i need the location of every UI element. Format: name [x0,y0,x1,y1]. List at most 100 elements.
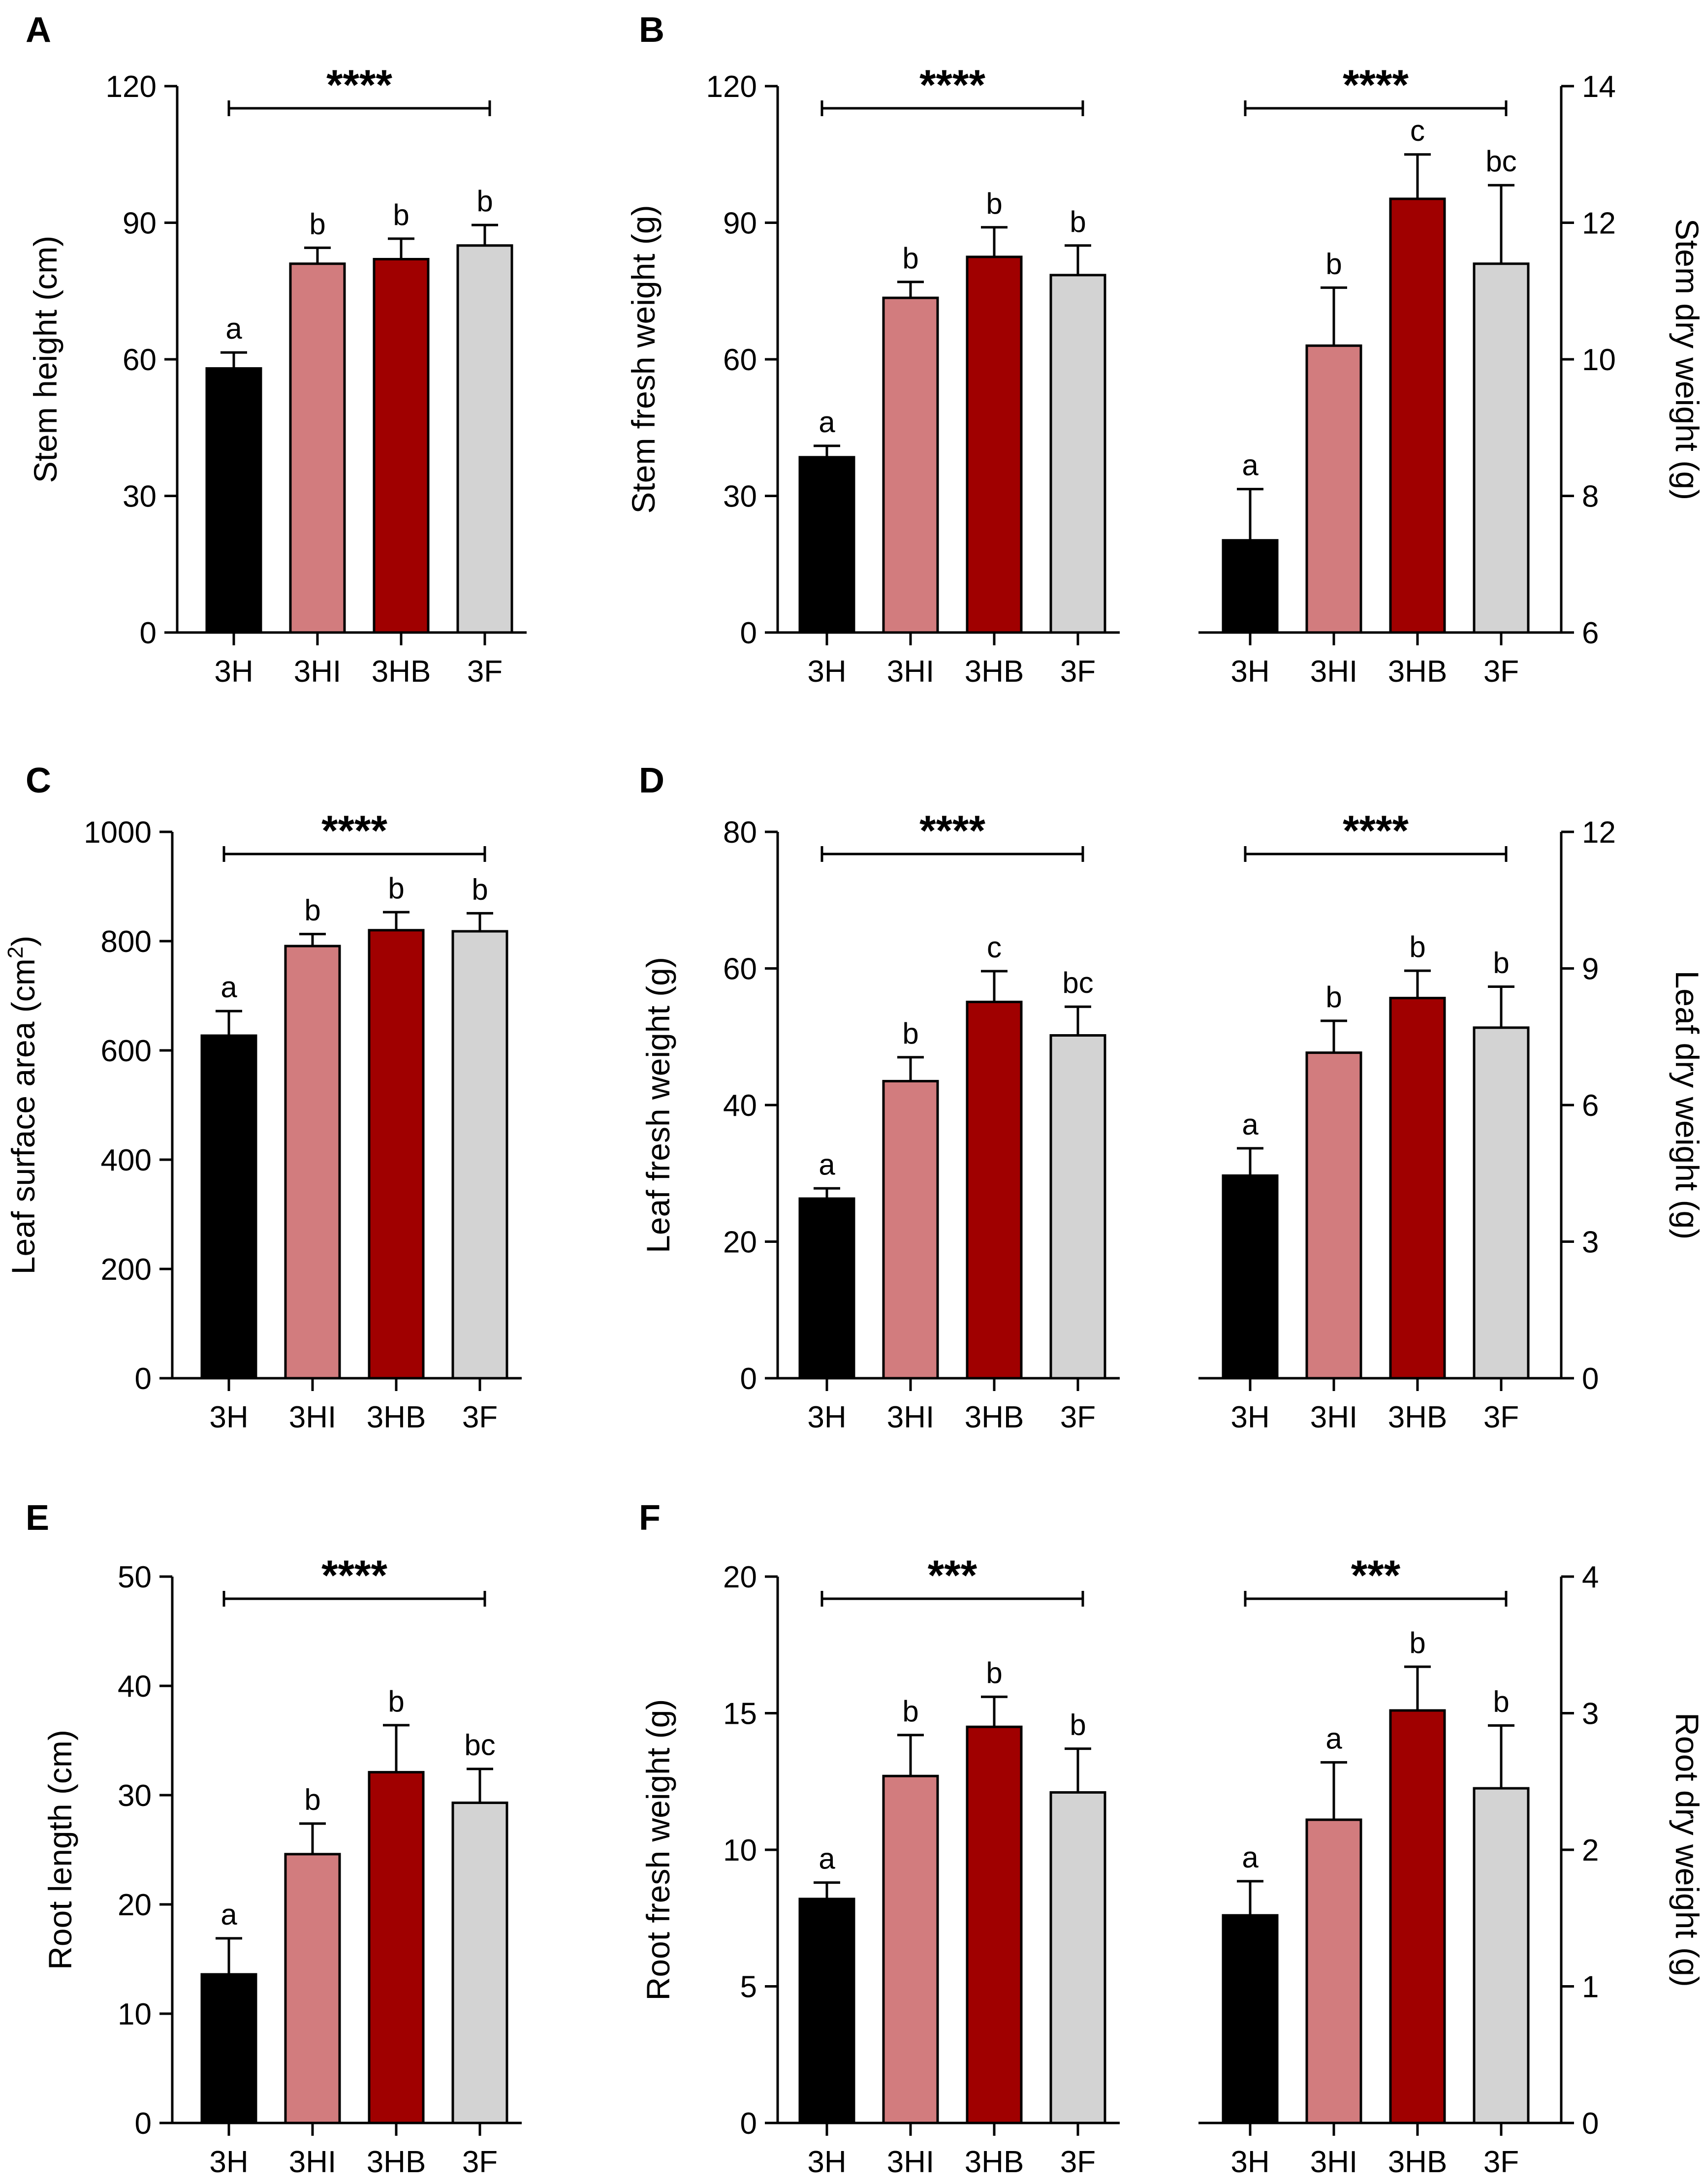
panel-letter: A [26,10,51,50]
x-tick-label-3H: 3H [807,655,846,689]
panel-B-dry: 6 8 10 12 14 Stem dry weight (g) a 3H b 3HI c 3HB bc… [1198,62,1701,689]
y-tick-label: 0 [740,1362,757,1396]
x-tick-label-3HB: 3HB [965,2145,1024,2179]
x-tick-label-3F: 3F [1483,655,1519,689]
y-tick-label: 20 [118,1888,152,1922]
x-tick-label-3HI: 3HI [1310,2145,1357,2179]
y-tick-label: 90 [123,207,157,241]
y-axis-title: Leaf fresh weight (g) [640,957,676,1253]
panel-D-fresh: 0 20 40 60 80 Leaf fresh weight (g) Da 3H b 3HI c 3… [639,761,1120,1434]
y-tick-label: 400 [101,1143,152,1177]
group-letter-3F: b [472,873,488,906]
bar-3HB [966,1000,1023,1380]
group-letter-3H: a [819,406,835,439]
y-tick-label: 0 [140,616,157,650]
x-tick-label-3H: 3H [1230,1400,1269,1434]
y-axis-title-text: Root fresh weight (g) [640,1699,676,2001]
group-letter-3HB: b [388,1685,404,1718]
y-tick-label: 6 [1582,616,1599,650]
group-letter-3F: b [476,185,493,218]
bar-3HI [882,1774,939,2124]
bar-3H [205,367,262,634]
group-letter-3HI: b [309,207,325,240]
panel-C: 0 200 400 600 800 1000 Leaf surface area (cm2)… [3,761,522,1434]
group-letter-3HB: c [987,931,1002,964]
group-letter-3HB: b [986,1656,1002,1689]
y-axis-title: Stem fresh weight (g) [625,205,662,513]
y-tick-label: 1 [1582,1970,1599,2004]
x-tick-label-3HB: 3HB [367,2145,426,2179]
group-letter-3HB: b [1409,1626,1425,1659]
x-tick-label-3F: 3F [1060,1400,1096,1434]
y-tick-label: 1000 [84,816,152,850]
group-letter-3H: a [225,312,242,345]
x-tick-label-3H: 3H [209,2145,248,2179]
bar-3HB [373,258,430,634]
group-letter-3HB: b [393,198,409,231]
y-tick-label: 600 [101,1034,152,1068]
y-tick-label: 10 [723,1834,757,1867]
x-tick-label-3HB: 3HB [1388,2145,1448,2179]
y-tick-label: 3 [1582,1226,1599,1260]
bar-3HB [1389,997,1446,1380]
panel-A: 0 30 60 90 120 Stem height (cm) Aa 3H b 3HI b 3HB b 3… [26,10,527,689]
bar-3HB [368,929,425,1380]
y-tick-label: 0 [740,616,757,650]
x-tick-label-3HB: 3HB [1388,655,1448,689]
group-letter-3HB: b [388,872,404,905]
y-tick-label: 0 [740,2107,757,2141]
panel-letter: E [26,1498,49,1538]
y-axis-title-text: Leaf surface area (cm [5,958,41,1274]
bar-3H [1222,539,1279,634]
group-letter-3F: bc [1062,966,1093,999]
y-axis-title-text: Stem dry weight (g) [1669,219,1701,500]
y-tick-label: 30 [118,1779,152,1813]
y-tick-label: 90 [723,207,757,241]
group-letter-3H: a [220,971,237,1004]
group-letter-3F: b [1493,947,1509,980]
panel-letter: D [639,761,664,800]
y-tick-label: 40 [118,1670,152,1704]
significance-stars: **** [1343,807,1409,855]
y-tick-label: 40 [723,1089,757,1123]
group-letter-3HI: b [304,894,320,927]
bar-3HI [289,262,346,634]
x-tick-label-3H: 3H [807,1400,846,1434]
y-tick-label: 120 [706,70,757,104]
x-tick-label-3HI: 3HI [887,655,934,689]
bar-3HB [966,1725,1023,2124]
x-tick-label-3HI: 3HI [289,2145,336,2179]
y-tick-label: 14 [1582,70,1616,104]
panel-F-fresh: 0 5 10 15 20 Root fresh weight (g) Fa 3H b 3HI b 3H… [639,1498,1120,2179]
x-tick-label-3H: 3H [1230,655,1269,689]
y-tick-label: 5 [740,1970,757,2004]
y-tick-label: 20 [723,1226,757,1260]
group-letter-3HI: b [902,1695,918,1728]
group-letter-3HI: b [902,1017,918,1050]
significance-stars: **** [321,807,387,855]
panel-D-dry: 0 3 6 9 12 Leaf dry weight (g) a 3H b 3HI b 3HB b 3F *… [1198,807,1701,1434]
y-tick-label: 4 [1582,1560,1599,1594]
x-tick-label-3H: 3H [807,2145,846,2179]
bar-3F [1049,1034,1106,1380]
group-letter-3F: bc [1485,145,1516,178]
bar-3F [1049,1791,1106,2124]
y-tick-label: 12 [1582,207,1616,241]
x-tick-label-3HB: 3HB [965,1400,1024,1434]
y-tick-label: 60 [123,343,157,377]
x-tick-label-3HB: 3HB [1388,1400,1448,1434]
bar-3H [798,1898,855,2124]
bar-3H [798,456,855,634]
bar-3HB [1389,1709,1446,2124]
y-axis-title-text: Leaf fresh weight (g) [640,957,676,1253]
x-tick-label-3HI: 3HI [294,655,341,689]
x-tick-label-3HB: 3HB [965,655,1024,689]
panel-letter: C [26,761,51,800]
y-axis-title: Root fresh weight (g) [640,1699,676,2001]
y-axis-title: Stem dry weight (g) [1669,219,1701,500]
x-tick-label-3F: 3F [467,655,503,689]
group-letter-3H: a [1242,449,1259,482]
bar-3F [456,244,513,634]
bar-3H [1222,1174,1279,1380]
y-axis-title-text: Root dry weight (g) [1669,1712,1701,1987]
